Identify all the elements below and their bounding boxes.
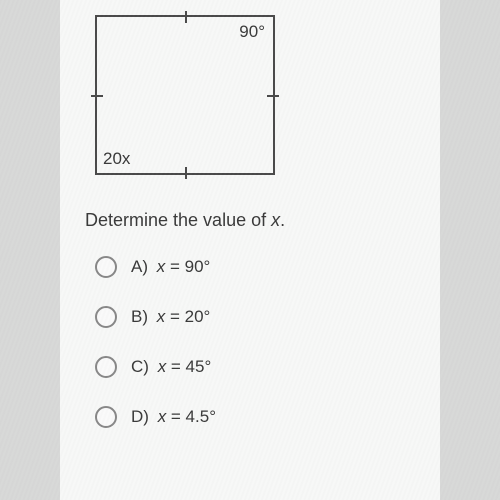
angle-label-bottom-left: 20x: [103, 149, 130, 169]
radio-b[interactable]: [95, 306, 117, 328]
tick-mark-bottom: [185, 167, 187, 179]
answer-options: A) x = 90° B) x = 20° C) x = 45° D) x = …: [95, 256, 420, 428]
option-d-label: D) x = 4.5°: [131, 407, 216, 427]
radio-a[interactable]: [95, 256, 117, 278]
option-c-label: C) x = 45°: [131, 357, 211, 377]
question-variable: x: [271, 210, 280, 230]
geometry-diagram: 90° 20x: [95, 15, 295, 180]
option-d[interactable]: D) x = 4.5°: [95, 406, 420, 428]
option-a[interactable]: A) x = 90°: [95, 256, 420, 278]
worksheet-panel: 90° 20x Determine the value of x. A) x =…: [60, 0, 440, 500]
tick-mark-top: [185, 11, 187, 23]
option-b[interactable]: B) x = 20°: [95, 306, 420, 328]
question-text: Determine the value of x.: [85, 210, 420, 231]
radio-d[interactable]: [95, 406, 117, 428]
radio-c[interactable]: [95, 356, 117, 378]
tick-mark-left: [91, 95, 103, 97]
question-prefix: Determine the value of: [85, 210, 271, 230]
tick-mark-right: [267, 95, 279, 97]
option-c[interactable]: C) x = 45°: [95, 356, 420, 378]
angle-label-top-right: 90°: [239, 22, 265, 42]
option-a-label: A) x = 90°: [131, 257, 210, 277]
question-suffix: .: [280, 210, 285, 230]
square-shape: 90° 20x: [95, 15, 275, 175]
option-b-label: B) x = 20°: [131, 307, 210, 327]
